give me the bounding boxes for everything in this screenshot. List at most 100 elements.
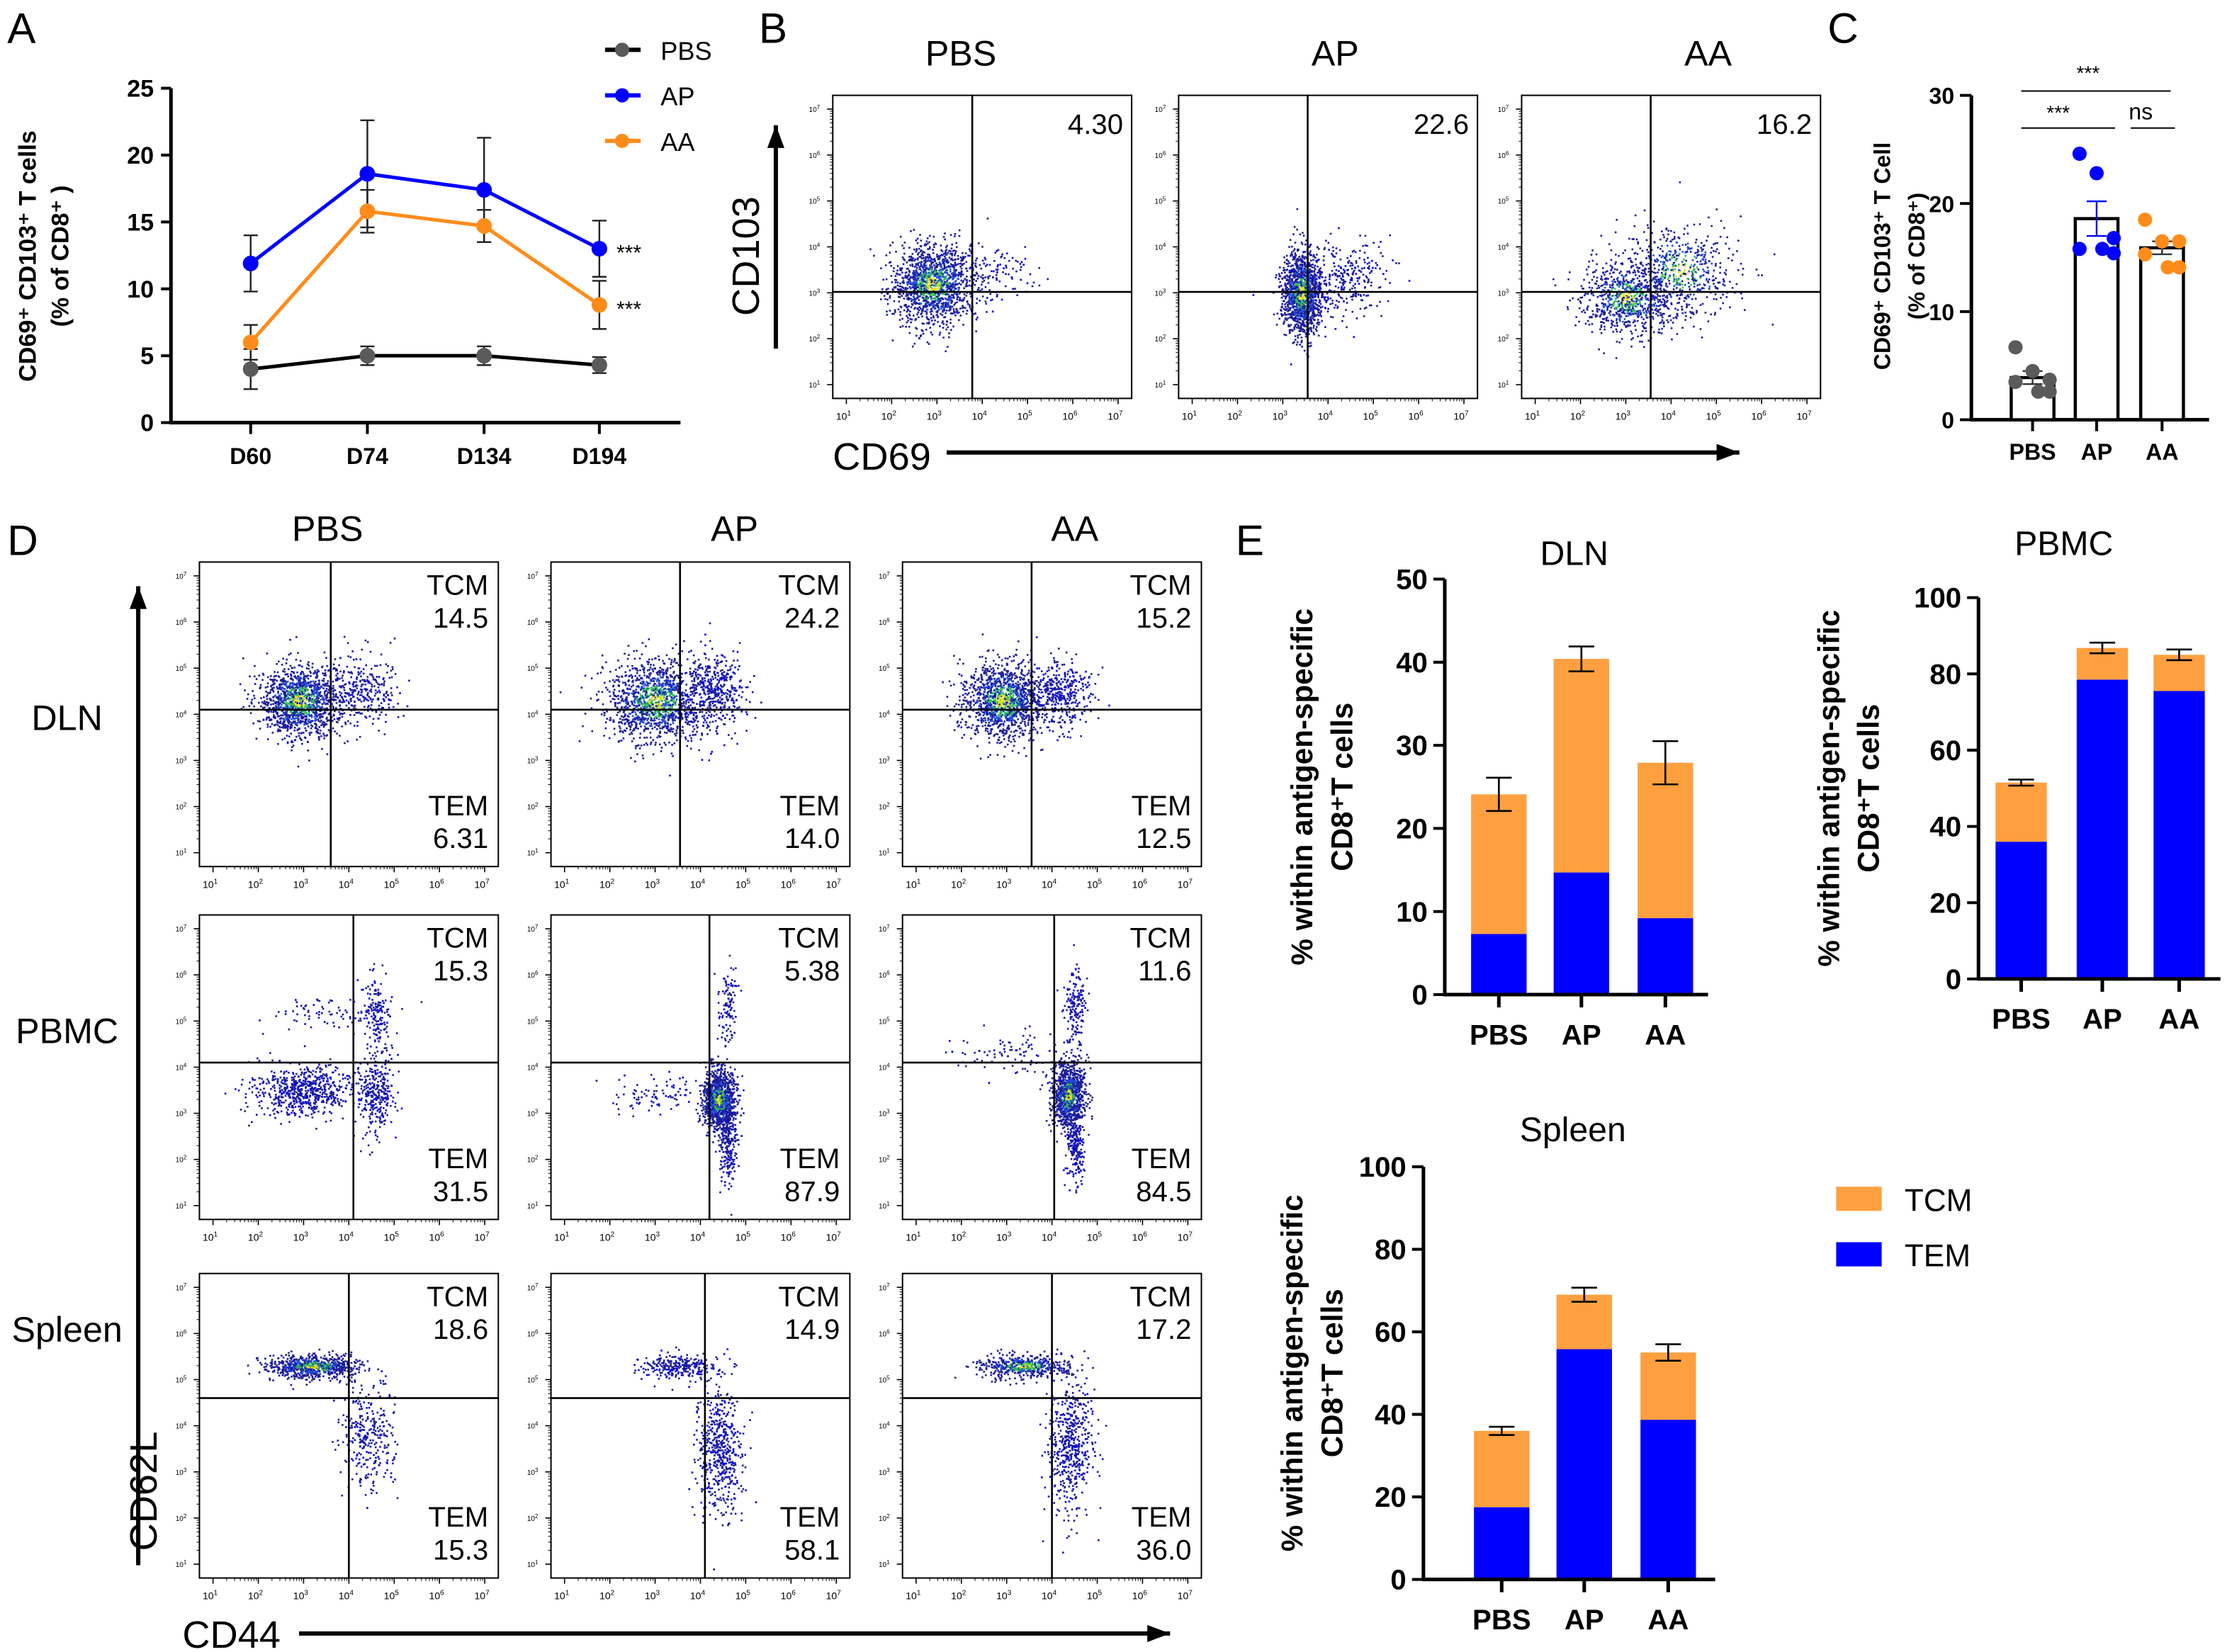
event-dot: [889, 244, 891, 247]
event-dot: [1351, 276, 1353, 279]
event-dot: [1285, 285, 1287, 288]
event-dot: [1031, 285, 1034, 288]
event-dot: [1719, 307, 1722, 310]
event-dot: [984, 285, 987, 288]
event-dot: [901, 317, 903, 320]
event-dot: [914, 307, 916, 309]
event-dot: [1603, 286, 1606, 289]
event-dot: [1617, 276, 1619, 279]
event-dot: [942, 260, 945, 263]
event-dot: [1325, 239, 1327, 242]
event-dot: [1349, 281, 1351, 284]
event-dot: [1304, 251, 1307, 253]
event-dot: [1279, 275, 1282, 278]
event-dot: [942, 281, 944, 284]
event-dot: [1280, 285, 1283, 287]
tick-exponent: 5: [1028, 410, 1032, 418]
event-dot: [1584, 294, 1586, 297]
event-dot: [1310, 321, 1313, 324]
event-dot: [1278, 286, 1280, 288]
event-dot: [1357, 293, 1360, 296]
event-dot: [903, 298, 906, 300]
event-dot: [1015, 270, 1018, 273]
event-dot: [923, 266, 925, 268]
tick-exponent: 4: [817, 242, 821, 248]
event-dot: [1635, 274, 1637, 276]
event-dot: [925, 264, 928, 267]
event-dot: [1653, 264, 1655, 266]
event-dot: [926, 305, 928, 307]
event-dot: [948, 332, 950, 334]
event-dot: [1661, 319, 1664, 322]
event-dot: [1676, 313, 1679, 315]
event-dot: [923, 259, 925, 262]
event-dot: [1289, 289, 1292, 291]
event-dot: [1303, 301, 1306, 303]
event-dot: [933, 284, 935, 287]
event-dot: [1668, 250, 1670, 252]
event-dot: [1695, 256, 1698, 259]
event-dot: [1287, 300, 1290, 303]
event-dot: [930, 302, 932, 305]
event-dot: [920, 255, 922, 258]
event-dot: [1314, 256, 1317, 259]
event-dot: [1294, 313, 1297, 315]
event-dot: [969, 276, 972, 278]
event-dot: [1331, 302, 1334, 305]
event-dot: [915, 298, 917, 300]
event-dot: [951, 312, 953, 315]
event-dot: [969, 254, 971, 257]
event-dot: [930, 307, 933, 310]
event-dot: [988, 289, 991, 291]
event-dot: [869, 248, 872, 251]
event-dot: [1309, 341, 1312, 344]
event-dot: [955, 307, 958, 310]
event-dot: [1296, 320, 1298, 322]
event-dot: [931, 271, 934, 273]
event-dot: [1317, 271, 1320, 274]
event-dot: [1675, 287, 1678, 289]
event-dot: [901, 256, 904, 259]
event-dot: [881, 288, 884, 290]
event-dot: [928, 322, 930, 325]
event-dot: [974, 274, 976, 276]
event-dot: [1662, 266, 1664, 268]
event-dot: [1681, 283, 1684, 286]
quadrant-percentage: 22.6: [1414, 108, 1469, 140]
event-dot: [1696, 284, 1698, 287]
event-dot: [1005, 252, 1008, 255]
event-dot: [1676, 333, 1679, 335]
event-dot: [935, 299, 937, 301]
event-dot: [1674, 307, 1676, 310]
tick-base: 10: [1363, 411, 1375, 422]
event-dot: [952, 283, 954, 286]
event-dot: [1335, 252, 1338, 254]
event-dot: [1316, 329, 1318, 332]
event-dot: [1619, 319, 1621, 322]
event-dot: [1710, 225, 1713, 227]
event-dot: [1656, 276, 1658, 278]
event-dot: [1011, 256, 1014, 259]
event-dot: [1352, 285, 1355, 287]
event-dot: [1608, 284, 1611, 286]
event-dot: [913, 297, 915, 300]
event-dot: [1663, 236, 1665, 239]
event-dot: [1686, 232, 1689, 235]
event-dot: [1376, 264, 1378, 266]
event-dot: [1292, 268, 1295, 270]
event-dot: [1353, 249, 1355, 252]
event-dot: [1300, 323, 1302, 326]
event-dot: [1647, 227, 1650, 229]
event-dot: [1699, 263, 1701, 266]
event-dot: [1026, 282, 1029, 285]
event-dot: [925, 256, 928, 259]
event-dot: [1020, 278, 1022, 281]
event-dot: [1298, 304, 1301, 307]
event-dot: [1580, 285, 1583, 288]
event-dot: [930, 277, 932, 279]
event-dot: [1602, 298, 1604, 301]
event-dot: [928, 280, 930, 283]
event-dot: [908, 270, 911, 272]
event-dot: [897, 308, 900, 311]
event-dot: [947, 293, 949, 296]
